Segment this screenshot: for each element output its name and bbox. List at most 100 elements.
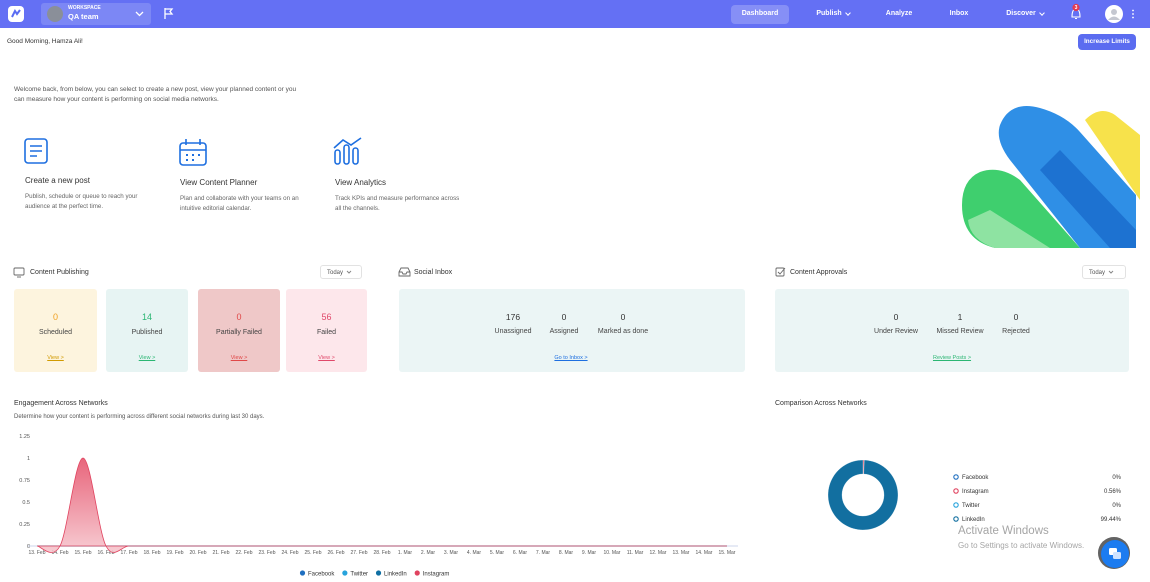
publishing-stat-box: [14, 289, 97, 372]
legend-marker: [375, 570, 382, 576]
stat-label: Published: [131, 329, 163, 336]
active-nav-pill: [731, 5, 789, 24]
chat-widget[interactable]: [1095, 534, 1135, 574]
workspace-label: WORKSPACE: [68, 5, 101, 11]
card-title: View Analytics: [335, 178, 386, 187]
legend-label: LinkedIn: [384, 572, 407, 578]
stat-label: Partially Failed: [216, 329, 262, 336]
stat-link[interactable]: View >: [230, 355, 248, 361]
stat-value: 0: [620, 312, 626, 322]
stats-box: [775, 289, 1129, 372]
legend-label: Twitter: [962, 503, 980, 509]
stat-value: 0: [52, 312, 59, 322]
legend-value: 0%: [1112, 475, 1121, 481]
y-tick-label: 0.75: [19, 478, 30, 484]
section-title: Content Approvals: [790, 269, 848, 276]
stat-value: 0: [236, 312, 242, 322]
greeting: Good Morning, Hamza Ali!: [7, 38, 83, 45]
notification-count: 3: [1074, 4, 1078, 11]
nav-item[interactable]: Discover: [1006, 9, 1036, 17]
x-tick-label: 6. Mar: [513, 550, 528, 556]
avatar-body: [1108, 16, 1120, 20]
x-tick-label: 24. Feb: [282, 550, 299, 556]
legend-label: Instagram: [423, 572, 450, 578]
x-tick-label: 17. Feb: [121, 550, 138, 556]
legend-label: Facebook: [962, 475, 989, 481]
avatar-head: [1111, 9, 1117, 15]
x-tick-label: 26. Feb: [328, 550, 345, 556]
section-title: Social Inbox: [414, 269, 453, 276]
stat-label: Scheduled: [38, 329, 73, 336]
legend-marker: [953, 474, 959, 480]
stat-label: Assigned: [549, 328, 579, 335]
legend-marker: [953, 502, 959, 508]
legend-marker: [299, 570, 306, 576]
create-post-icon: [24, 138, 48, 164]
nav-item[interactable]: Inbox: [949, 9, 969, 17]
nav-item[interactable]: Dashboard: [741, 9, 779, 17]
x-tick-label: 12. Mar: [650, 550, 667, 556]
x-tick-label: 23. Feb: [259, 550, 276, 556]
y-tick-label: 1: [27, 456, 30, 462]
stat-label: Rejected: [1002, 328, 1030, 335]
section-icons: [13, 267, 786, 278]
y-tick-label: 0.25: [19, 522, 30, 528]
x-tick-label: 21. Feb: [213, 550, 230, 556]
notification-badge: [1072, 3, 1080, 12]
increase-limits-button[interactable]: Increase Limits: [1078, 34, 1136, 50]
legend-value: 99.44%: [1101, 517, 1122, 523]
stat-label: Under Review: [874, 328, 918, 335]
stat-label: Failed: [316, 329, 337, 336]
x-tick-label: 27. Feb: [351, 550, 368, 556]
x-tick-label: 4. Mar: [467, 550, 482, 556]
chat-icon: [1113, 552, 1121, 559]
stats-link[interactable]: Go to Inbox >: [554, 355, 588, 361]
x-tick-label: 13. Feb: [29, 550, 46, 556]
legend-label: Instagram: [962, 489, 989, 495]
stat-value: 14: [141, 312, 153, 322]
stat-value: 56: [321, 312, 332, 322]
card-description: Plan and collaborate with your teams on …: [180, 195, 299, 212]
workspace-chevron: [135, 11, 144, 17]
stat-link[interactable]: View >: [138, 355, 156, 361]
workspace-selector[interactable]: [41, 3, 151, 25]
x-tick-label: 18. Feb: [144, 550, 161, 556]
menu-dots[interactable]: [1132, 9, 1134, 19]
legend-marker: [414, 570, 420, 576]
chart-title: Comparison Across Networks: [775, 400, 867, 407]
x-tick-label: 15. Mar: [719, 550, 736, 556]
x-tick-label: 7. Mar: [536, 550, 551, 556]
illustration: [962, 106, 1140, 248]
period-dropdown[interactable]: Today: [1082, 265, 1126, 279]
stat-link[interactable]: View >: [318, 355, 335, 361]
period-dropdown[interactable]: Today: [320, 265, 362, 279]
series-area: [36, 457, 727, 553]
x-tick-label: 16. Feb: [98, 550, 115, 556]
x-tick-label: 11. Mar: [627, 550, 644, 556]
watermark-text: Go to Settings to activate Windows.: [958, 541, 1085, 550]
chart-subtitle: Determine how your content is performing…: [14, 414, 265, 420]
y-tick-label: 0.5: [22, 500, 30, 506]
stat-link[interactable]: View >: [47, 355, 64, 361]
flag-icon[interactable]: [164, 8, 174, 19]
stat-value: 0: [893, 312, 899, 322]
stats-link[interactable]: Review Posts >: [932, 355, 972, 361]
workspace-avatar: [47, 6, 63, 22]
x-tick-label: 28. Feb: [374, 550, 391, 556]
card-title: View Content Planner: [180, 178, 258, 187]
stat-value: 176: [505, 312, 521, 322]
publishing-stat-box: [106, 289, 188, 372]
x-tick-label: 1. Mar: [398, 550, 413, 556]
x-tick-label: 8. Mar: [559, 550, 574, 556]
x-tick-label: 10. Mar: [604, 550, 621, 556]
nav-item[interactable]: Analyze: [885, 9, 913, 17]
section-title: Content Publishing: [30, 269, 89, 276]
stat-label: Marked as done: [597, 328, 649, 335]
legend-label: LinkedIn: [962, 517, 985, 523]
logo-mark: [11, 9, 21, 18]
x-tick-label: 19. Feb: [167, 550, 184, 556]
publishing-stat-box: [286, 289, 367, 372]
card-title: Create a new post: [25, 176, 90, 185]
analytics-icon: [333, 137, 362, 165]
nav-item[interactable]: Publish: [816, 9, 842, 17]
